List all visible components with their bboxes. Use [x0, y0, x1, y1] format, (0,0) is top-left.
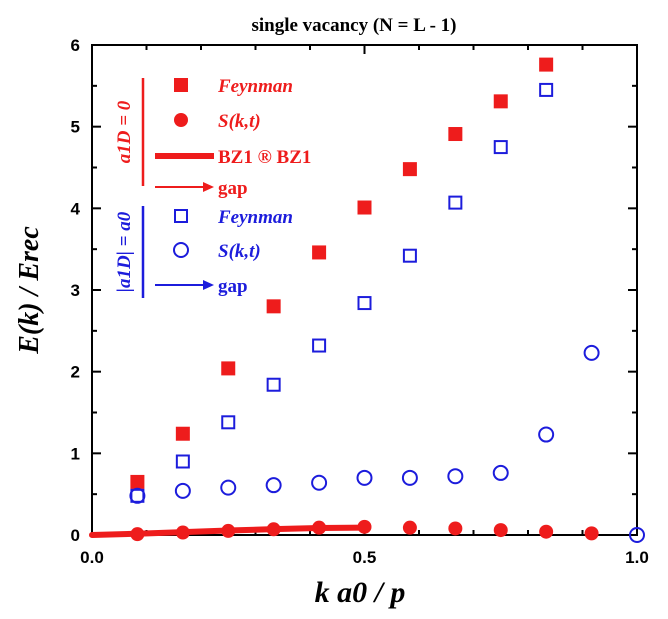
- data-point-open-square: [221, 415, 236, 430]
- legend-label: gap: [218, 178, 248, 199]
- y-tick-label: 2: [71, 363, 80, 382]
- data-point-open-circle: [220, 479, 237, 496]
- legend-label: S(k,t): [218, 111, 261, 132]
- data-point-filled-square: [539, 57, 554, 72]
- data-point-filled-circle: [312, 520, 327, 535]
- legend-marker-open-circle: [173, 242, 189, 258]
- data-point-open-square: [493, 140, 508, 155]
- data-point-open-circle: [629, 527, 645, 543]
- data-point-open-circle: [311, 474, 328, 491]
- data-point-open-circle: [538, 426, 555, 443]
- legend-marker-filled-circle: [174, 113, 188, 127]
- data-point-filled-circle: [221, 523, 236, 538]
- legend: Feynman S(k,t) BZ1 ® BZ1 gap Feynman S(k,t) ga…: [114, 76, 311, 298]
- legend-label: gap: [218, 276, 248, 297]
- data-point-filled-square: [312, 245, 327, 260]
- data-point-open-circle: [129, 487, 146, 504]
- data-point-open-circle: [583, 344, 600, 361]
- legend-label: Feynman: [217, 207, 293, 228]
- legend-label: Feynman: [217, 76, 293, 97]
- chart-title: single vacancy (N = L - 1): [251, 15, 456, 36]
- data-point-filled-square: [130, 474, 145, 489]
- data-point-filled-square: [493, 94, 508, 109]
- data-point-open-square: [130, 488, 145, 503]
- x-tick-label: 0.0: [80, 548, 104, 567]
- data-point-open-square: [402, 248, 417, 263]
- data-point-filled-circle: [448, 521, 463, 536]
- data-point-open-square: [175, 454, 190, 469]
- data-point-filled-square: [402, 162, 417, 177]
- data-point-filled-square: [448, 127, 463, 142]
- y-tick-label: 4: [71, 199, 81, 218]
- data-point-filled-square: [266, 299, 281, 314]
- legend-arrow-head: [203, 280, 214, 290]
- data-point-filled-circle: [493, 523, 508, 538]
- data-point-filled-circle: [539, 524, 554, 539]
- y-axis-title-text: E(k) / Erec: [14, 226, 45, 355]
- data-point-open-circle: [447, 468, 464, 485]
- legend-group-label-red: a1D = 0: [114, 100, 135, 163]
- data-point-open-circle: [401, 469, 418, 486]
- legend-group-label-blue: |a1D| = a0: [114, 211, 135, 292]
- y-tick-label: 3: [71, 281, 80, 300]
- legend-marker-open-square: [174, 209, 188, 223]
- x-tick-label: 0.5: [353, 548, 377, 567]
- data-point-open-square: [539, 82, 554, 97]
- data-point-open-circle: [492, 464, 509, 481]
- legend-label: BZ1 ® BZ1: [218, 147, 311, 168]
- y-tick-label: 5: [71, 118, 80, 137]
- data-point-filled-circle: [130, 527, 145, 542]
- axis-ticks: [91, 44, 638, 536]
- data-point-open-circle: [356, 469, 373, 486]
- data-point-filled-square: [221, 361, 236, 376]
- x-tick-label: 1.0: [625, 548, 649, 567]
- x-axis-title: k a0 / p: [315, 576, 406, 609]
- data-point-filled-circle: [402, 520, 417, 535]
- data-layer: [89, 57, 645, 543]
- data-point-open-square: [266, 377, 281, 392]
- plot-frame: [91, 44, 638, 536]
- legend-arrow-head: [203, 182, 214, 192]
- data-point-filled-circle: [357, 519, 372, 534]
- data-point-open-square: [312, 338, 327, 353]
- data-point-filled-square: [357, 200, 372, 215]
- legend-marker-filled-square: [174, 78, 188, 92]
- legend-label: S(k,t): [218, 241, 261, 262]
- data-point-filled-circle: [266, 522, 281, 537]
- tick-labels: 0 1 2 3 4 5 6 0.0 0.5 1.0: [71, 36, 649, 567]
- data-point-open-circle: [265, 477, 282, 494]
- y-axis-title: E(k) / Erec: [14, 226, 45, 355]
- data-point-open-square: [357, 296, 372, 311]
- y-axis-title-group: E(k) / Erec: [14, 226, 45, 355]
- y-tick-label: 1: [71, 444, 80, 463]
- data-point-filled-circle: [175, 525, 190, 540]
- data-point-filled-circle: [584, 526, 599, 541]
- data-point-filled-square: [175, 426, 190, 441]
- data-point-open-circle: [174, 482, 191, 499]
- data-point-open-square: [448, 195, 463, 210]
- y-tick-label: 0: [71, 526, 80, 545]
- y-tick-label: 6: [71, 36, 80, 55]
